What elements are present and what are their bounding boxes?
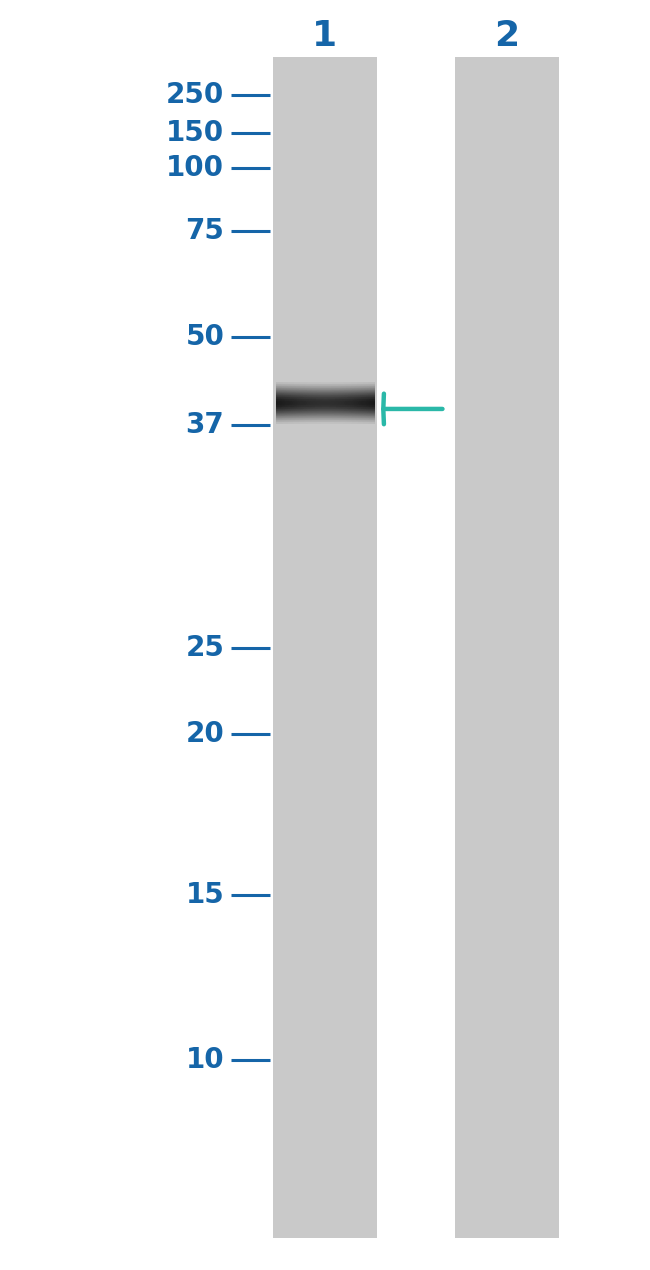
Text: 25: 25 xyxy=(185,634,224,662)
Text: 15: 15 xyxy=(185,881,224,909)
Text: 250: 250 xyxy=(166,81,224,109)
Text: 2: 2 xyxy=(495,19,519,52)
Text: 20: 20 xyxy=(185,720,224,748)
Text: 37: 37 xyxy=(185,411,224,439)
Bar xyxy=(455,57,559,1238)
Text: 1: 1 xyxy=(313,19,337,52)
Text: 50: 50 xyxy=(185,323,224,351)
Text: 75: 75 xyxy=(185,217,224,245)
Text: 10: 10 xyxy=(186,1046,224,1074)
Text: 100: 100 xyxy=(166,154,224,182)
Text: 150: 150 xyxy=(166,119,224,147)
Bar xyxy=(273,57,377,1238)
